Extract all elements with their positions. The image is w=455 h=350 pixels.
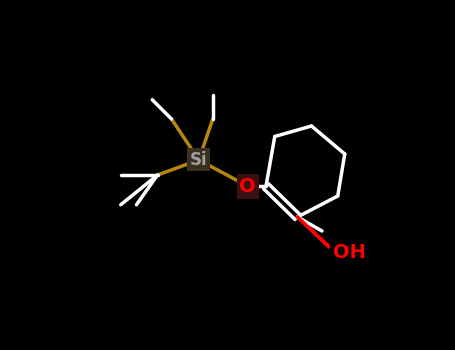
Text: O: O	[239, 177, 256, 196]
Text: Si: Si	[190, 151, 207, 169]
Text: OH: OH	[333, 243, 365, 262]
